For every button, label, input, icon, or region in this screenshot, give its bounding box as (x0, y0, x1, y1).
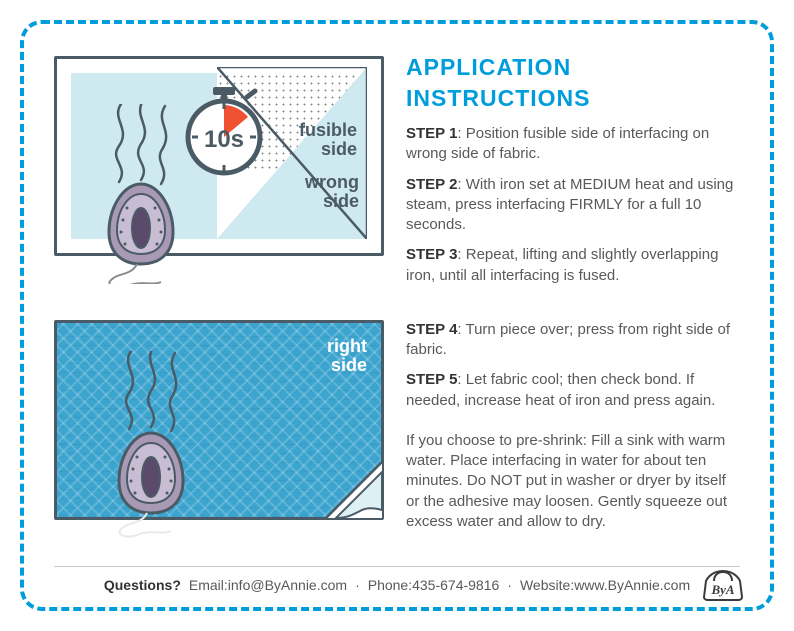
separator-dot: · (355, 577, 360, 593)
footer-questions: Questions? (104, 577, 181, 593)
step-2: STEP 2: With iron set at MEDIUM heat and… (406, 175, 740, 236)
iron-icon-2 (111, 351, 201, 551)
top-row: fusible side wrong side 10s (54, 52, 740, 296)
diagram-wrong-side: fusible side wrong side 10s (54, 56, 384, 256)
step-4: STEP 4: Turn piece over; press from righ… (406, 320, 740, 361)
iron-icon (101, 104, 191, 284)
footer-email-label: Email: (189, 577, 228, 593)
svg-text:ByA: ByA (710, 582, 734, 597)
instructions-bottom: STEP 4: Turn piece over; press from righ… (406, 320, 740, 532)
footer-email: info@ByAnnie.com (228, 577, 347, 593)
step-5: STEP 5: Let fabric cool; then check bond… (406, 370, 740, 411)
step-1: STEP 1: Position fusible side of interfa… (406, 124, 740, 165)
footer-phone-label: Phone: (368, 577, 412, 593)
preshrink-note: If you choose to pre-shrink: Fill a sink… (406, 431, 740, 532)
footer: Questions? Email: info@ByAnnie.com · Pho… (54, 566, 740, 593)
step-3: STEP 3: Repeat, lifting and slightly ove… (406, 245, 740, 286)
timer-icon: 10s (183, 87, 265, 183)
label-fusible-side: fusible side (299, 121, 357, 159)
diagram-2-col: right side (54, 320, 384, 532)
footer-website: www.ByAnnie.com (574, 577, 690, 593)
byannie-logo-icon: ByA (702, 567, 744, 601)
label-right-side: right side (327, 337, 367, 375)
label-wrong-side: wrong side (305, 173, 359, 211)
separator-dot: · (507, 577, 512, 593)
bottom-row: right side (54, 320, 740, 532)
footer-phone: 435-674-9816 (412, 577, 499, 593)
instructions-top: APPLICATION INSTRUCTIONS STEP 1: Positio… (406, 52, 740, 296)
footer-website-label: Website: (520, 577, 574, 593)
corner-fold-icon (326, 462, 382, 518)
diagram-1-col: fusible side wrong side 10s (54, 52, 384, 296)
title: APPLICATION INSTRUCTIONS (406, 52, 740, 114)
timer-text: 10s (204, 126, 244, 153)
instruction-card: fusible side wrong side 10s (20, 20, 774, 611)
diagram-right-side: right side (54, 320, 384, 520)
